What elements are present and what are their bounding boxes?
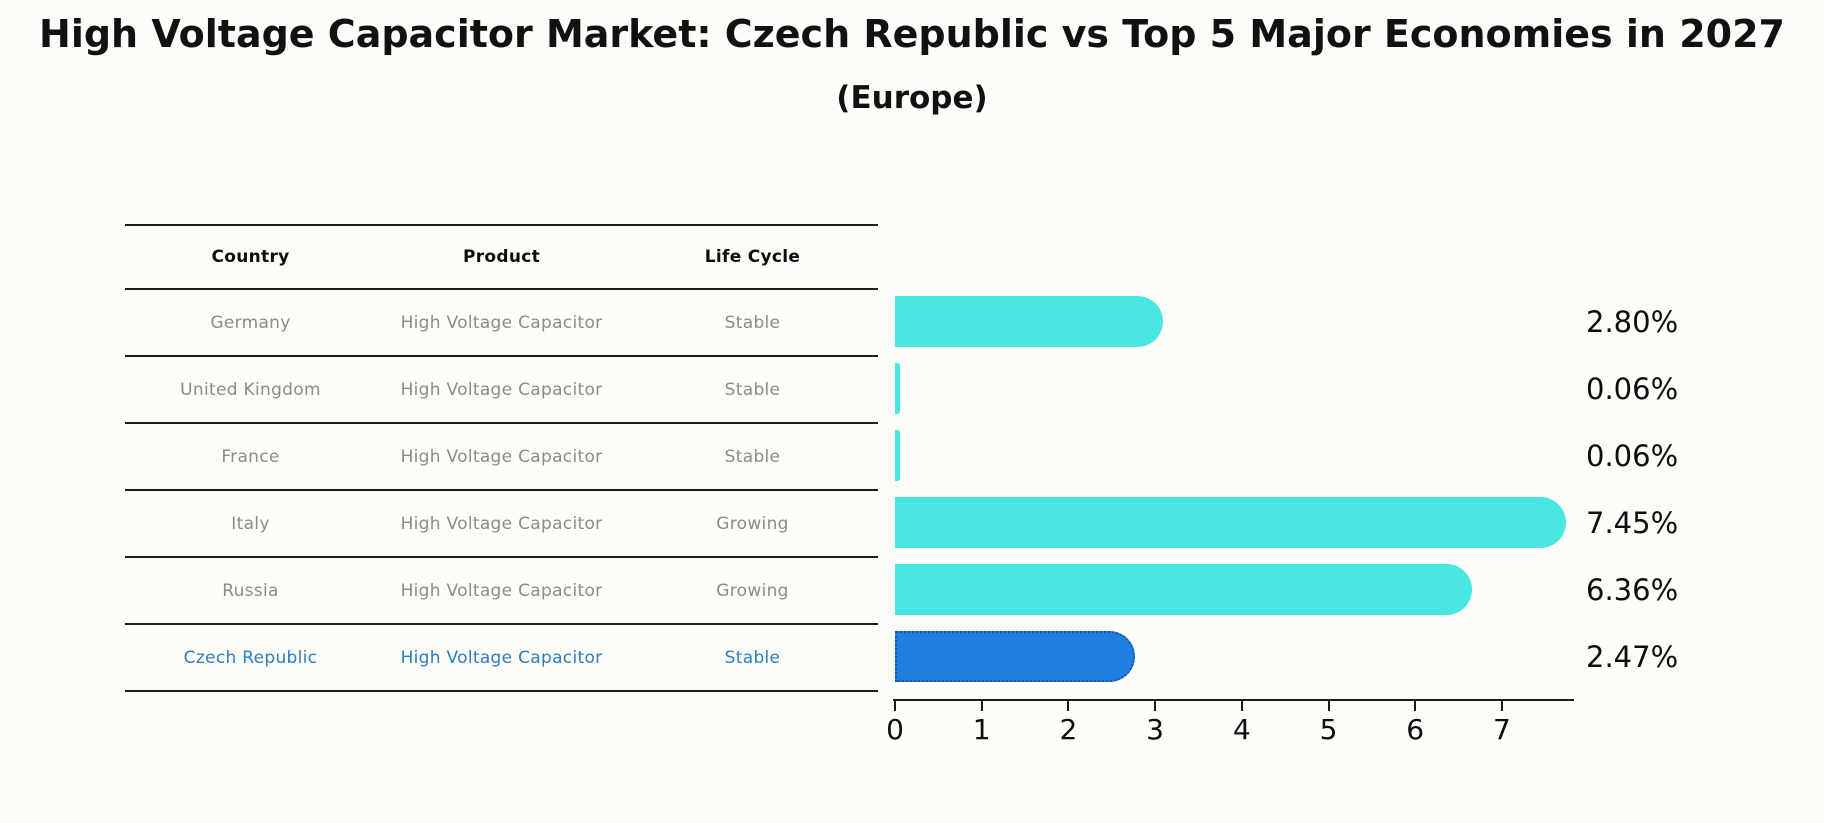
table-cell-country: Russia (222, 580, 279, 601)
table-cell-country: United Kingdom (180, 379, 321, 400)
value-label: 2.80% (1586, 304, 1679, 339)
table-row: France High Voltage Capacitor Stable (125, 424, 878, 491)
bar (895, 296, 1164, 347)
x-axis-tick (894, 701, 896, 711)
table-cell-product: High Voltage Capacitor (400, 513, 603, 534)
x-axis-tick-label: 2 (1059, 713, 1078, 746)
value-label: 2.47% (1586, 639, 1679, 674)
table-cell-life-cycle: Growing (716, 513, 789, 534)
table-cell-country: Germany (210, 312, 291, 333)
value-label: 7.45% (1586, 505, 1679, 540)
table-cell-life-cycle: Stable (724, 446, 781, 467)
table-header-cell: Country (211, 247, 290, 267)
comparison-table: Country Product Life Cycle Germany High Volt… (125, 224, 878, 692)
x-axis-tick (1500, 701, 1503, 711)
x-axis-tick (1067, 701, 1070, 711)
value-label: 0.06% (1586, 438, 1679, 473)
table-cell-product: High Voltage Capacitor (400, 647, 603, 668)
table-cell-product: High Voltage Capacitor (400, 379, 603, 400)
table-header-cell: Product (462, 247, 541, 267)
bar-highlighted (895, 631, 1135, 682)
bar (895, 430, 901, 481)
x-axis-tick-label: 5 (1319, 713, 1338, 746)
table-row: United Kingdom High Voltage Capacitor Stab… (125, 357, 878, 424)
x-axis-tick (1414, 701, 1417, 711)
chart-subtitle: (Europe) (836, 80, 988, 116)
table-cell-life-cycle: Stable (724, 647, 781, 668)
bar (895, 363, 901, 414)
table-cell-product: High Voltage Capacitor (400, 446, 603, 467)
table-header-cell: Life Cycle (704, 247, 801, 267)
bar (895, 564, 1472, 615)
x-axis-tick-label: 4 (1232, 713, 1251, 746)
table-row: Russia High Voltage Capacitor Growing (125, 558, 878, 625)
bar (895, 497, 1567, 548)
value-label: 6.36% (1586, 572, 1679, 607)
x-axis-tick-label: 6 (1406, 713, 1425, 746)
x-axis-tick-label: 0 (886, 713, 904, 746)
x-axis-tick (1327, 701, 1330, 711)
x-axis (893, 699, 1574, 701)
table-cell-life-cycle: Growing (716, 580, 789, 601)
table-cell-life-cycle: Stable (724, 379, 781, 400)
table-header-row: Country Product Life Cycle (125, 226, 878, 290)
table-cell-life-cycle: Stable (724, 312, 781, 333)
table-row: Germany High Voltage Capacitor Stable (125, 290, 878, 357)
value-label: 0.06% (1586, 371, 1679, 406)
x-axis-tick (980, 701, 983, 711)
x-axis-tick-label: 7 (1492, 713, 1511, 746)
table-row: Czech Republic High Voltage Capacitor Stab… (125, 625, 878, 692)
x-axis-tick-label: 3 (1146, 713, 1164, 746)
x-axis-tick (1154, 701, 1157, 711)
table-cell-product: High Voltage Capacitor (400, 580, 603, 601)
table-cell-product: High Voltage Capacitor (400, 312, 603, 333)
x-axis-tick-label: 1 (972, 713, 991, 746)
x-axis-tick (1240, 701, 1243, 711)
table-cell-country: Italy (231, 513, 270, 534)
chart-title: High Voltage Capacitor Market: Czech Rep… (39, 12, 1785, 56)
table-cell-country: Czech Republic (183, 647, 318, 668)
table-cell-country: France (221, 446, 280, 467)
table-row: Italy High Voltage Capacitor Growing (125, 491, 878, 558)
